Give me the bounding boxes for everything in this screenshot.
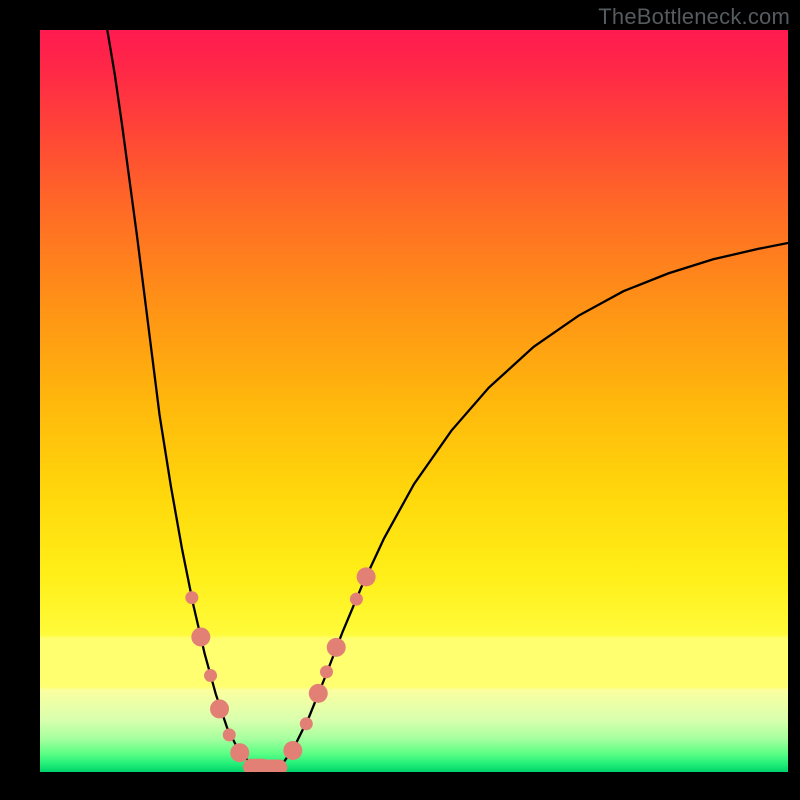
marker-dot — [185, 591, 198, 604]
marker-dot — [309, 684, 328, 703]
plot-area — [40, 30, 788, 776]
watermark-text: TheBottleneck.com — [598, 4, 790, 30]
marker-dot — [204, 669, 217, 682]
marker-dot — [230, 743, 249, 762]
marker-dot — [283, 741, 302, 760]
bottleneck-curve-chart — [0, 0, 800, 800]
marker-dot — [357, 567, 376, 586]
marker-dot — [300, 717, 313, 730]
marker-dot — [223, 728, 236, 741]
gradient-background — [40, 30, 788, 772]
marker-dot — [327, 638, 346, 657]
marker-dot — [350, 593, 363, 606]
marker-dot — [191, 627, 210, 646]
marker-dot — [320, 665, 333, 678]
chart-container: TheBottleneck.com — [0, 0, 800, 800]
marker-dot — [210, 699, 229, 718]
